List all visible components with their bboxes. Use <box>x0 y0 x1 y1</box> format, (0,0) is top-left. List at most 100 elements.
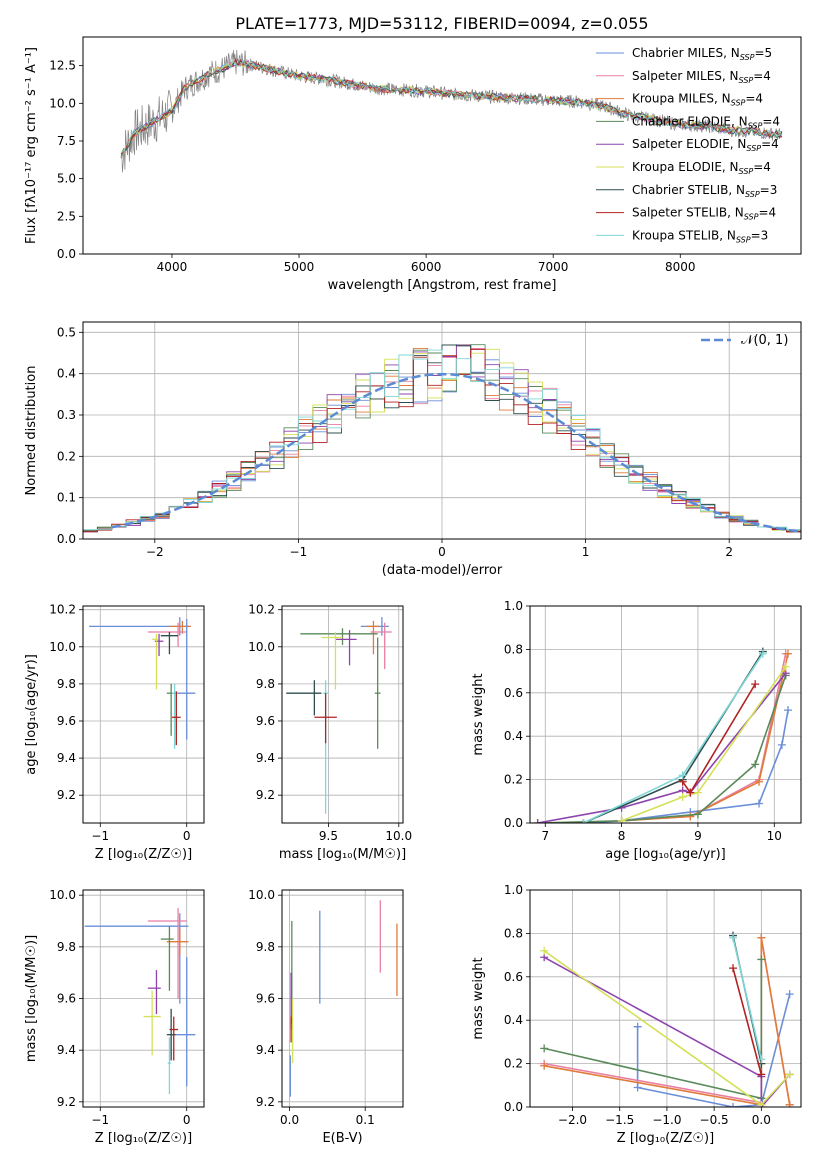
axes-frame <box>82 605 205 824</box>
y-tick-label: 0.0 <box>504 1100 523 1114</box>
y-tick-label: 9.8 <box>256 677 275 691</box>
y-tick-label: 0.4 <box>504 1013 523 1027</box>
y-tick-label: 0.8 <box>504 926 523 940</box>
weight-marker <box>785 990 794 999</box>
y-axis-label: mass [log₁₀(M/M☉)] <box>24 935 39 1062</box>
x-tick-label: 5000 <box>284 260 315 274</box>
y-tick-label: 12.5 <box>49 59 76 73</box>
y-tick-label: 0.4 <box>57 367 76 381</box>
age-vs-mass-marks <box>286 617 392 814</box>
errorbar-point <box>147 970 161 1014</box>
errorbar-point <box>366 620 380 655</box>
weight-line <box>537 675 787 823</box>
y-tick-label: 0.2 <box>504 773 523 787</box>
y-tick-label: 7.5 <box>57 134 76 148</box>
errorbar-point <box>143 990 161 1056</box>
legend-label: Kroupa MILES, NSSP=4 <box>632 92 763 108</box>
y-tick-label: 9.4 <box>57 1043 76 1057</box>
x-axis-label: Z [log₁₀(Z/Z☉)] <box>95 1131 192 1146</box>
y-tick-label: 9.2 <box>256 788 275 802</box>
weight-marker <box>757 933 766 942</box>
weight-marker <box>785 1100 794 1107</box>
weight-marker <box>678 771 687 780</box>
y-tick-label: 0.4 <box>504 729 523 743</box>
y-tick-label: 10.0 <box>248 640 275 654</box>
y-tick-label: 9.8 <box>256 940 275 954</box>
mass-vs-Z-axes: −1 0 9.2 9.4 9.6 9.8 10.0 Z [log₁₀(Z/Z☉)] mass [… <box>24 888 205 1146</box>
age-vs-Z-axes: −1 0 9.2 9.4 9.6 9.8 10.0 10.2 Z [log₁₀(Z/Z☉)] ag… <box>24 603 205 862</box>
x-tick-label: 7000 <box>538 260 569 274</box>
x-tick-label: 0 <box>183 829 191 843</box>
errorbar-point <box>167 1037 172 1095</box>
errorbar-point <box>370 622 392 670</box>
x-tick-label: 9 <box>694 829 702 843</box>
errorbar-point <box>172 691 181 746</box>
y-axis-label: mass weight <box>471 673 486 755</box>
weight-line <box>682 683 756 795</box>
weight-marker <box>758 649 767 658</box>
residuals-axes: −2 −1 0 1 2 0.0 0.1 0.2 0.3 0.4 0.5 (data-model)/er… <box>24 321 802 578</box>
y-axis-label: age [log₁₀(age/yr)] <box>24 654 39 775</box>
y-tick-label: 1.0 <box>504 883 523 897</box>
y-tick-label: 9.8 <box>57 677 76 691</box>
x-axis-label: (data-model)/error <box>382 563 503 578</box>
age-vs-mass-axes: 9.5 10.0 9.2 9.4 9.6 9.8 10.0 10.2 mass [log₁₀(M… <box>248 603 412 862</box>
weight-marker <box>686 788 695 797</box>
y-tick-label: 0.1 <box>57 491 76 505</box>
x-tick-label: 9.5 <box>319 829 338 843</box>
weight-marker <box>633 1083 642 1092</box>
y-tick-label: 10.0 <box>49 888 76 902</box>
legend-label: Salpeter MILES, NSSP=4 <box>632 69 771 85</box>
x-tick-label: 0.0 <box>280 1113 299 1127</box>
mass-vs-Z-marks <box>84 908 196 1095</box>
x-tick-label: −0.5 <box>700 1113 729 1127</box>
legend-label: Salpeter STELIB, NSSP=4 <box>632 206 776 222</box>
weight-marker <box>693 788 702 797</box>
errorbar-point <box>84 913 189 1004</box>
x-tick-label: −1.5 <box>605 1113 634 1127</box>
y-tick-label: 0.8 <box>504 642 523 656</box>
errorbar-point <box>300 628 378 645</box>
y-tick-label: 10.2 <box>49 603 76 617</box>
weight-marker <box>540 946 549 955</box>
y-tick-label: 0.3 <box>57 408 76 422</box>
y-tick-label: 9.6 <box>57 714 76 728</box>
weight-marker <box>757 1100 766 1107</box>
y-axis-label: Flux [fλ10⁻¹⁷ erg cm⁻² s⁻¹ A⁻¹] <box>24 47 39 244</box>
y-tick-label: 0.2 <box>504 1057 523 1071</box>
spectrum-axes: 4000 5000 6000 7000 8000 0.0 2.5 5.0 7.5 10.0 12.5… <box>24 36 802 293</box>
x-tick-label: 6000 <box>411 260 442 274</box>
x-tick-label: −1.0 <box>652 1113 681 1127</box>
y-tick-label: 9.4 <box>256 1043 275 1057</box>
weight-marker <box>784 649 793 658</box>
y-tick-label: 9.4 <box>57 751 76 765</box>
y-tick-label: 10.0 <box>248 888 275 902</box>
weight-marker <box>751 760 760 769</box>
x-tick-label: 0 <box>438 545 446 559</box>
spectrum-marks <box>120 49 783 173</box>
mass-weight-vs-Z-marks <box>540 931 794 1107</box>
legend-label: Kroupa ELODIE, NSSP=4 <box>632 160 771 176</box>
histogram-step <box>83 349 801 531</box>
weight-marker <box>757 955 766 964</box>
y-tick-label: 10.0 <box>49 96 76 110</box>
errorbar-point <box>286 680 322 716</box>
weight-marker <box>729 933 738 942</box>
y-tick-label: 9.6 <box>57 992 76 1006</box>
weight-marker <box>678 792 687 801</box>
legend-label: Chabrier ELODIE, NSSP=4 <box>632 114 780 130</box>
x-tick-label: −1 <box>290 545 308 559</box>
x-tick-label: 0.1 <box>356 1113 375 1127</box>
plots-layer: 4000 5000 6000 7000 80000.02.55.07.510.012.5… <box>24 36 802 1146</box>
y-tick-label: 10.0 <box>49 640 76 654</box>
weight-marker <box>633 1022 642 1031</box>
errorbar-point <box>160 926 174 991</box>
mass-vs-EBV-marks <box>289 900 398 1097</box>
x-tick-label: 0 <box>183 1113 191 1127</box>
age-vs-Z-marks <box>89 617 196 749</box>
errorbar-point <box>147 622 187 647</box>
mass-weight-vs-age-marks <box>533 647 793 823</box>
errorbar-point <box>374 637 381 749</box>
y-axis-label: mass weight <box>471 957 486 1039</box>
y-tick-label: 10.2 <box>248 603 275 617</box>
